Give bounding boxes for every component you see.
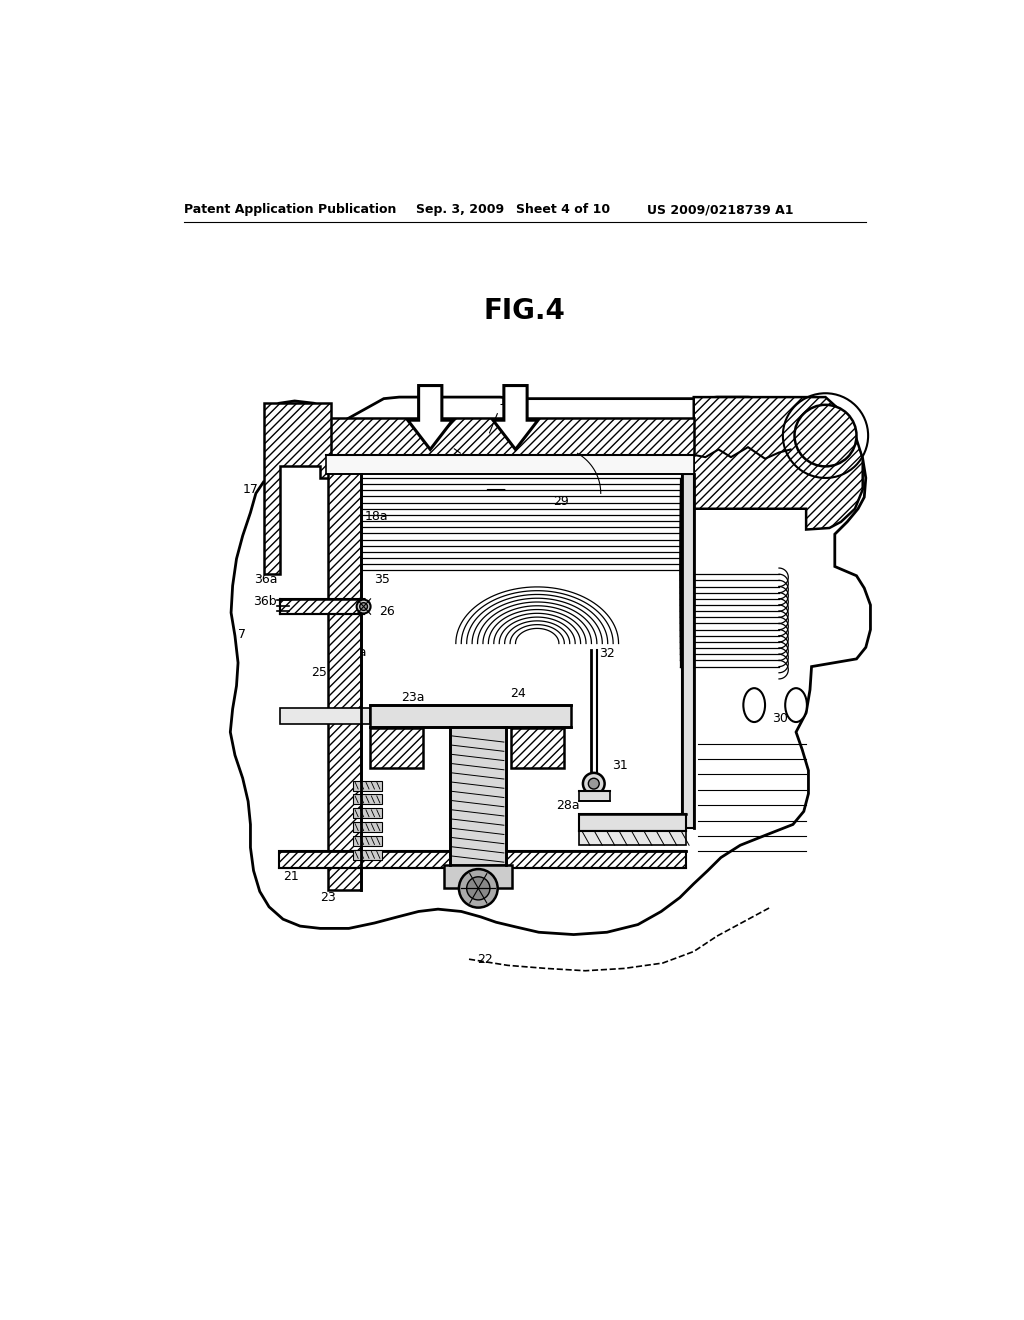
Polygon shape <box>682 474 693 829</box>
Text: 34: 34 <box>297 582 312 594</box>
Bar <box>280 708 370 723</box>
Bar <box>352 808 382 818</box>
Bar <box>352 795 382 804</box>
Text: 7: 7 <box>238 628 246 640</box>
Text: 36b: 36b <box>254 595 278 609</box>
Text: 26a: 26a <box>343 647 367 659</box>
Bar <box>352 850 382 859</box>
Bar <box>352 836 382 846</box>
Polygon shape <box>408 385 453 449</box>
Text: Patent Application Publication: Patent Application Publication <box>183 203 396 216</box>
Circle shape <box>459 869 498 908</box>
Text: 18a: 18a <box>365 510 388 523</box>
Text: 32: 32 <box>599 647 615 660</box>
Bar <box>326 455 693 474</box>
Text: 36a: 36a <box>254 573 278 586</box>
Bar <box>352 780 382 791</box>
Bar <box>370 705 571 726</box>
Bar <box>579 814 686 832</box>
Text: 28a: 28a <box>557 799 581 812</box>
Text: 21: 21 <box>283 870 299 883</box>
Bar <box>444 866 512 888</box>
Text: 24a: 24a <box>480 789 504 803</box>
Ellipse shape <box>785 688 807 722</box>
Text: 23a: 23a <box>400 690 424 704</box>
Circle shape <box>583 774 604 795</box>
Bar <box>280 478 360 599</box>
Text: 18: 18 <box>499 395 514 408</box>
Bar <box>280 851 686 869</box>
Text: 35: 35 <box>375 573 390 586</box>
Bar <box>352 822 382 832</box>
Polygon shape <box>493 385 538 449</box>
Bar <box>370 729 423 768</box>
Ellipse shape <box>743 688 765 722</box>
Text: 31: 31 <box>612 759 628 772</box>
Polygon shape <box>693 397 862 529</box>
Bar <box>280 599 364 614</box>
Text: 17: 17 <box>243 483 259 496</box>
Text: US 2009/0218739 A1: US 2009/0218739 A1 <box>647 203 794 216</box>
Circle shape <box>589 779 599 789</box>
Bar <box>511 729 563 768</box>
Text: FIG.4: FIG.4 <box>484 297 565 325</box>
Polygon shape <box>263 404 331 574</box>
Text: 27: 27 <box>519 733 536 746</box>
Bar <box>579 832 686 845</box>
Text: 23: 23 <box>321 891 336 904</box>
Circle shape <box>467 876 489 900</box>
Text: 25: 25 <box>311 667 327 680</box>
Text: 26: 26 <box>379 605 395 618</box>
Text: 20: 20 <box>465 454 481 467</box>
Bar <box>450 726 506 866</box>
Circle shape <box>795 405 856 466</box>
Text: Sheet 4 of 10: Sheet 4 of 10 <box>515 203 609 216</box>
Text: 33: 33 <box>566 854 582 867</box>
Circle shape <box>359 603 368 610</box>
Text: 27a: 27a <box>581 829 604 842</box>
Polygon shape <box>230 397 870 935</box>
Circle shape <box>356 599 371 614</box>
Polygon shape <box>328 455 360 890</box>
Text: 30: 30 <box>772 713 787 726</box>
Bar <box>579 792 610 800</box>
Text: 22: 22 <box>477 953 493 966</box>
Text: 29: 29 <box>553 495 568 508</box>
Text: 28: 28 <box>679 598 695 611</box>
Text: Sep. 3, 2009: Sep. 3, 2009 <box>417 203 505 216</box>
Text: 24: 24 <box>510 686 526 700</box>
Polygon shape <box>326 418 693 455</box>
